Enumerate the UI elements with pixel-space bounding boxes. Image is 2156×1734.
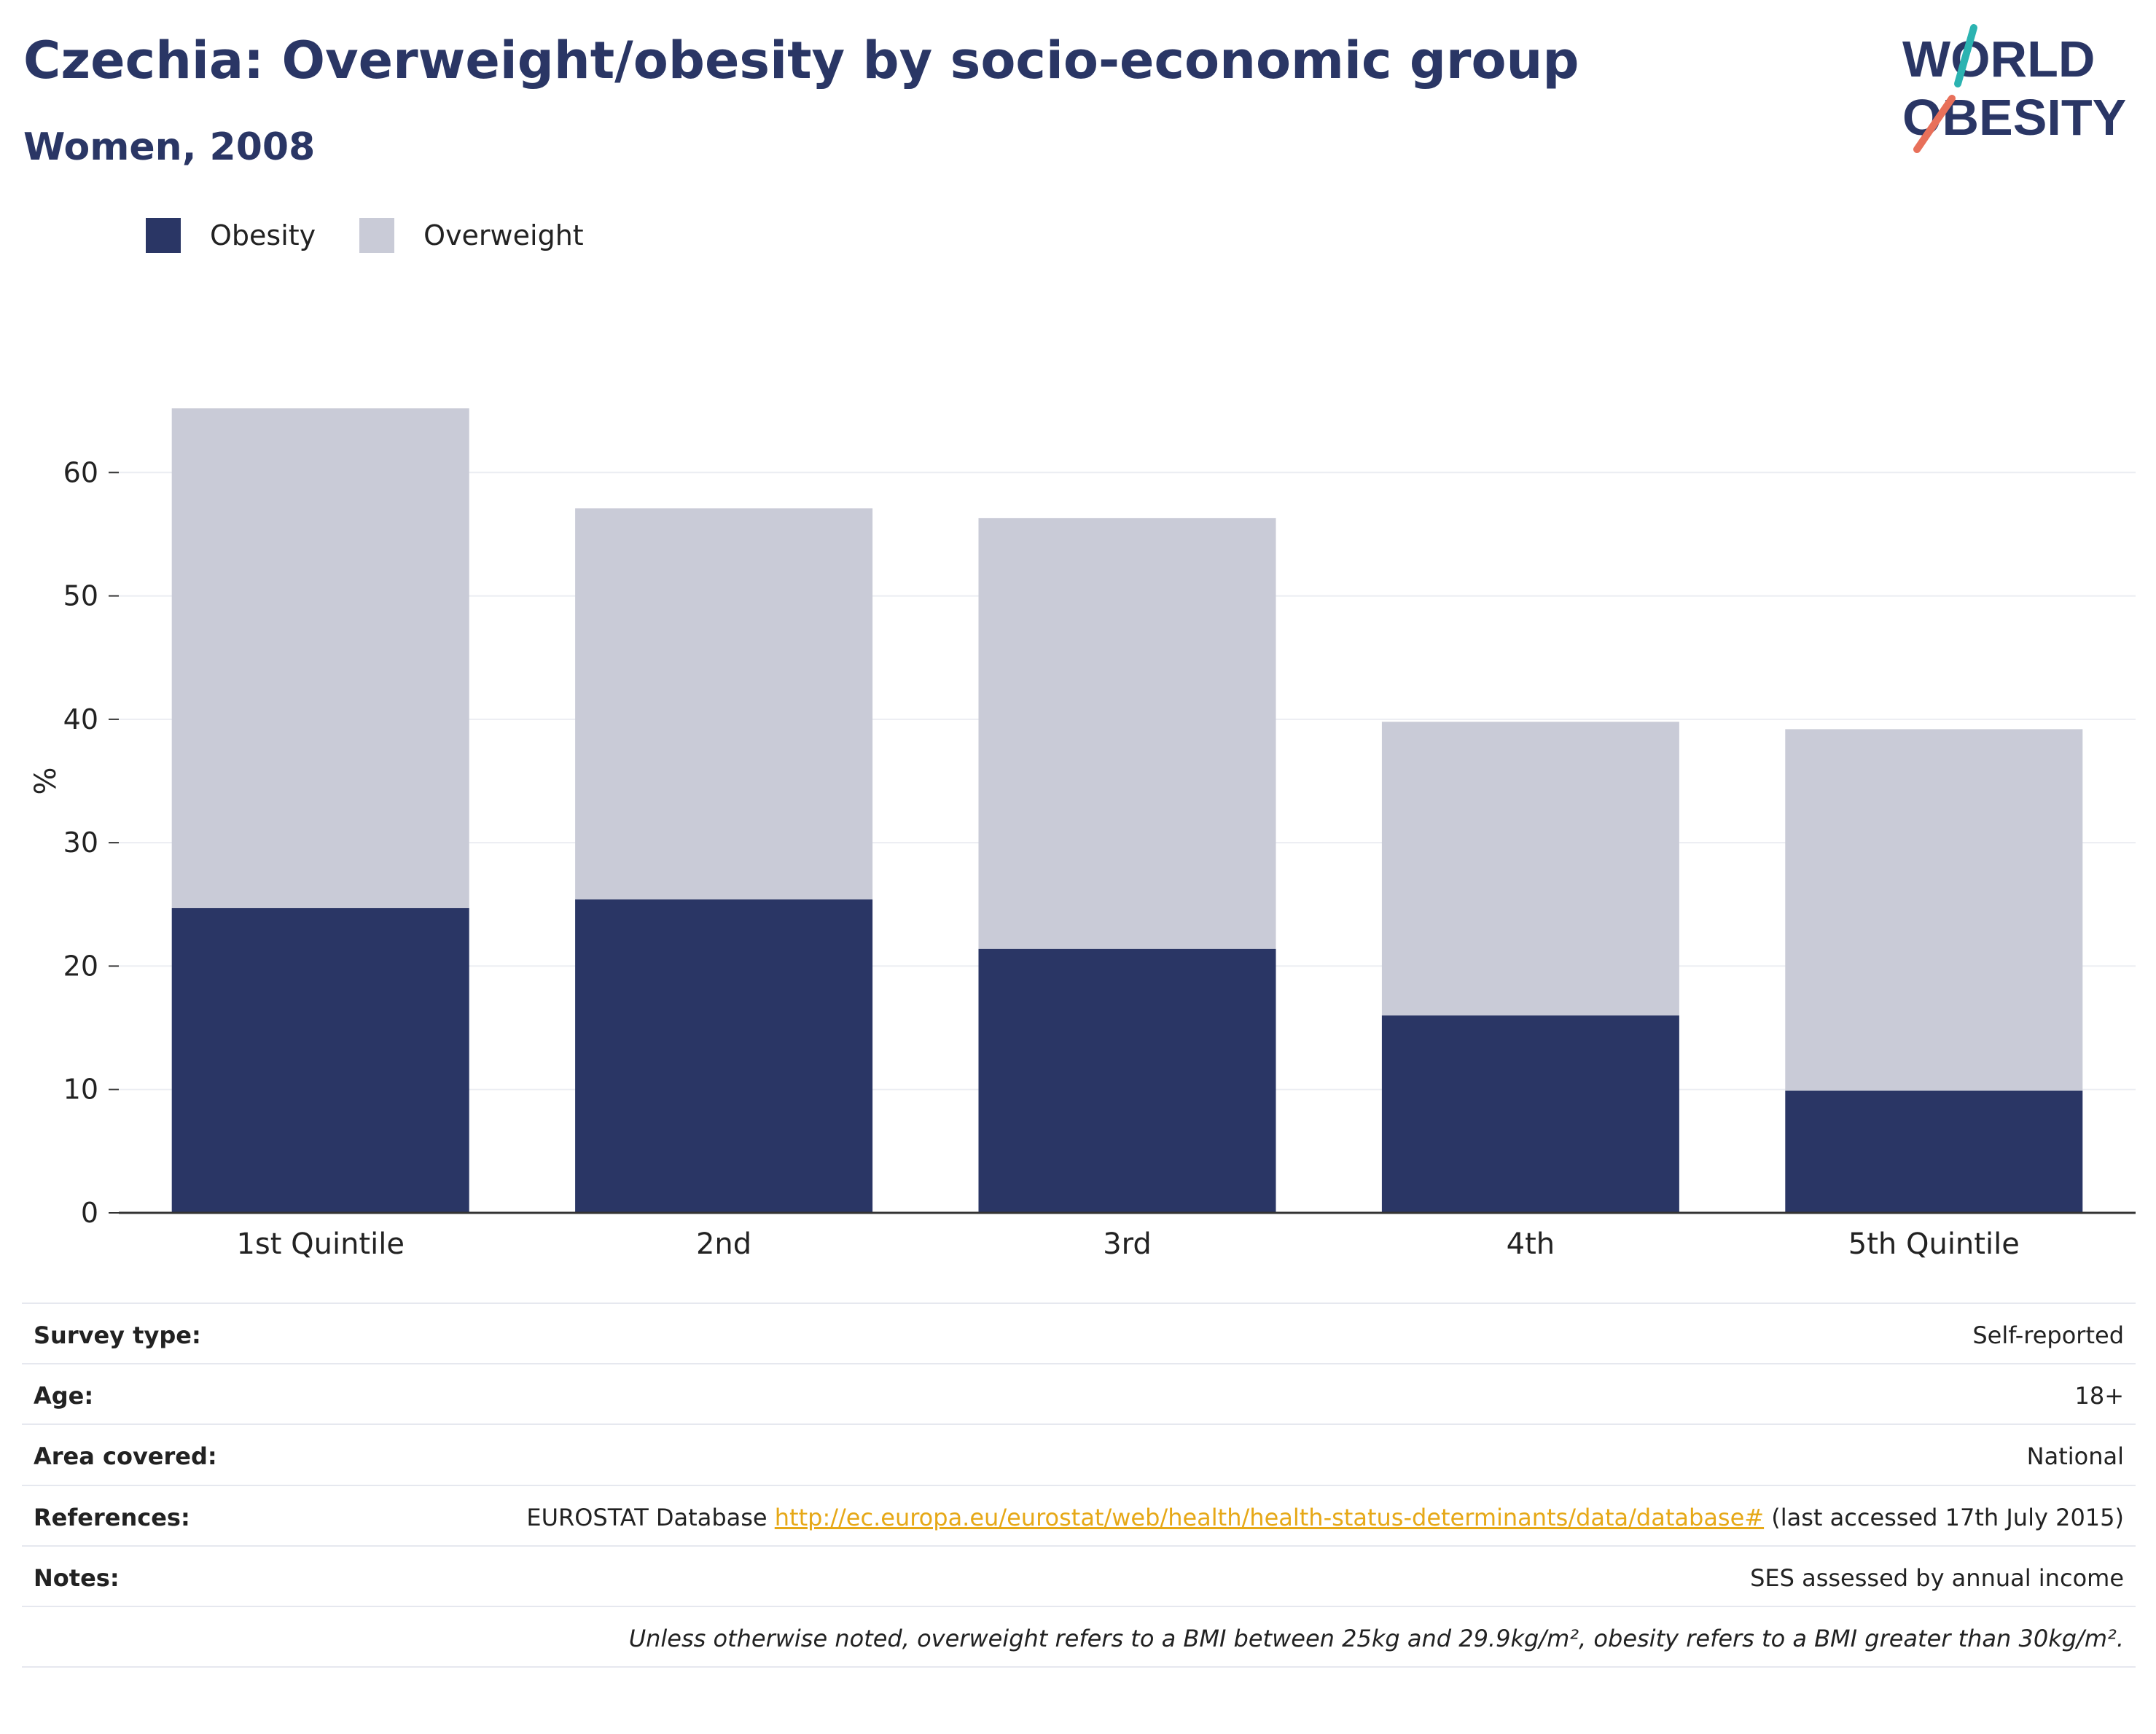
references-link[interactable]: http://ec.europa.eu/eurostat/web/health/… — [774, 1503, 1765, 1531]
info-row-age: Age: 18+ — [22, 1363, 2136, 1425]
info-row-survey-type: Survey type: Self-reported — [22, 1302, 2136, 1364]
info-value-area: National — [264, 1423, 2136, 1485]
info-row-area: Area covered: National — [22, 1423, 2136, 1485]
bar-obesity-3 — [978, 948, 1276, 1213]
bar-obesity-2 — [575, 899, 873, 1213]
info-footnote: Unless otherwise noted, overweight refer… — [264, 1605, 2136, 1668]
y-axis-label: % — [29, 767, 63, 794]
bar-obesity-5 — [1785, 1090, 2083, 1213]
stacked-bar-chart: 0 10 20 30 40 50 60% 1st Quintile 2nd 3rd 4th 5th Q… — [29, 408, 2136, 1261]
references-prefix: EUROSTAT Database — [526, 1503, 775, 1531]
y-tick-label: 20 — [63, 950, 98, 982]
info-value-notes: SES assessed by annual income — [264, 1544, 2136, 1606]
references-suffix: (last accessed 17th July 2015) — [1764, 1503, 2124, 1531]
bar-overweight-5 — [1785, 729, 2083, 1091]
y-tick-label: 30 — [63, 827, 98, 859]
info-label-area: Area covered: — [22, 1423, 264, 1485]
x-tick-label: 3rd — [1103, 1227, 1152, 1261]
logo-line-1: WORLD — [1902, 31, 2095, 87]
x-tick-label: 1st Quintile — [236, 1227, 405, 1261]
info-value-survey-type: Self-reported — [264, 1302, 2136, 1364]
bar-overweight-2 — [575, 508, 873, 900]
info-value-references: EUROSTAT Database http://ec.europa.eu/eu… — [264, 1484, 2136, 1546]
legend-swatch-overweight — [359, 218, 395, 253]
info-label-footnote — [22, 1605, 264, 1668]
legend-swatch-obesity — [146, 218, 181, 253]
info-label-age: Age: — [22, 1363, 264, 1425]
chart-legend: Obesity Overweight — [146, 217, 628, 254]
logo-slash-bottom-icon — [1913, 95, 1956, 153]
info-row-footnote: Unless otherwise noted, overweight refer… — [22, 1605, 2136, 1668]
y-tick-label: 40 — [63, 703, 98, 735]
bar-obesity-4 — [1381, 1015, 1679, 1213]
x-tick-label: 4th — [1507, 1227, 1555, 1261]
world-obesity-logo: WORLD OBESITY — [1902, 24, 2126, 153]
x-tick-label: 2nd — [696, 1227, 751, 1261]
info-label-survey-type: Survey type: — [22, 1302, 264, 1364]
info-row-references: References: EUROSTAT Database http://ec.… — [22, 1484, 2136, 1546]
y-tick-label: 50 — [63, 580, 98, 612]
y-tick-label: 60 — [63, 456, 98, 488]
info-label-notes: Notes: — [22, 1544, 264, 1606]
info-value-age: 18+ — [264, 1363, 2136, 1425]
info-row-notes: Notes: SES assessed by annual income — [22, 1544, 2136, 1606]
bar-overweight-3 — [978, 518, 1276, 949]
y-tick-label: 10 — [63, 1074, 98, 1106]
legend-label-overweight: Overweight — [423, 219, 584, 251]
legend-item-overweight[interactable]: Overweight — [359, 218, 584, 253]
info-label-references: References: — [22, 1484, 264, 1546]
page-title: Czechia: Overweight/obesity by socio-eco… — [23, 31, 1579, 90]
page-subtitle: Women, 2008 — [23, 125, 316, 169]
bar-overweight-1 — [171, 408, 469, 908]
info-table: Survey type: Self-reported Age: 18+ Area… — [22, 1302, 2136, 1668]
bar-obesity-1 — [171, 907, 469, 1213]
y-tick-label: 0 — [81, 1197, 98, 1229]
legend-label-obesity: Obesity — [210, 219, 316, 251]
logo-slash-top-icon — [1954, 24, 1977, 87]
legend-item-obesity[interactable]: Obesity — [146, 218, 316, 253]
bar-overweight-4 — [1381, 722, 1679, 1016]
x-tick-label: 5th Quintile — [1848, 1227, 2020, 1261]
